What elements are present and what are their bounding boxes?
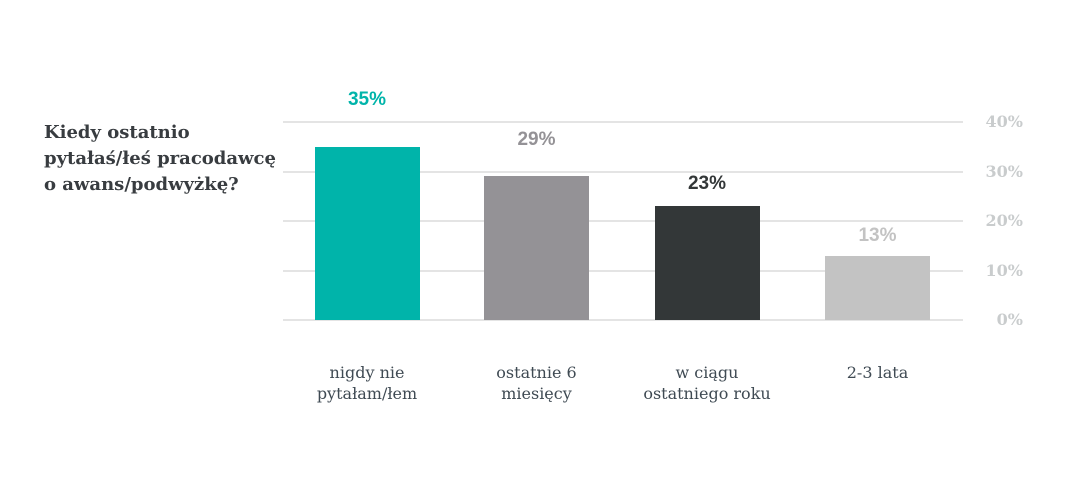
gridline-10: [283, 269, 963, 272]
x-axis-category-label-line: miesięcy: [501, 384, 572, 403]
bar-4: [825, 255, 930, 320]
x-axis-category-label-line: pytałam/łem: [316, 384, 418, 403]
chart-title-line: o awans/podwyżkę?: [44, 174, 239, 195]
bar-value-label: 13%: [858, 224, 897, 246]
gridline-30: [283, 170, 963, 173]
bar-3: [654, 206, 760, 320]
x-axis-category-label: ostatnie 6 miesięcy: [447, 362, 627, 404]
x-axis-category-label-line: ostatnie 6: [496, 363, 577, 382]
x-axis-category-label-line: w ciągu: [675, 363, 739, 382]
y-axis-tick-label: 40%: [985, 112, 1023, 131]
bar-2: [484, 176, 589, 320]
gridline-0: [283, 319, 963, 321]
y-axis-tick-label: 0%: [996, 310, 1023, 329]
bar-value-label: 35%: [347, 88, 387, 110]
x-axis-category-label: nigdy nie pytałam/łem: [277, 362, 457, 404]
y-axis-tick-label: 20%: [985, 211, 1023, 230]
chart-title-line: pytałaś/łeś pracodawcę: [44, 148, 276, 169]
bar-value-label: 23%: [687, 173, 727, 195]
bar-1: [314, 146, 420, 321]
x-axis-category-label: w ciągu ostatniego roku: [617, 362, 797, 404]
chart-title: Kiedy ostatnio pytałaś/łeś pracodawcę o …: [44, 120, 314, 198]
chart-title-line: Kiedy ostatnio: [44, 122, 190, 143]
gridline-20: [283, 220, 963, 222]
x-axis-category-label-line: nigdy nie: [329, 363, 405, 382]
x-axis-category-label: 2-3 lata: [788, 362, 968, 383]
bar-value-label: 29%: [517, 129, 556, 151]
x-axis-category-label-line: ostatniego roku: [643, 384, 771, 403]
x-axis-category-label-line: 2-3 lata: [846, 363, 909, 382]
gridline-40: [283, 121, 963, 123]
y-axis-tick-label: 30%: [985, 161, 1023, 181]
y-axis-tick-label: 10%: [985, 260, 1023, 280]
